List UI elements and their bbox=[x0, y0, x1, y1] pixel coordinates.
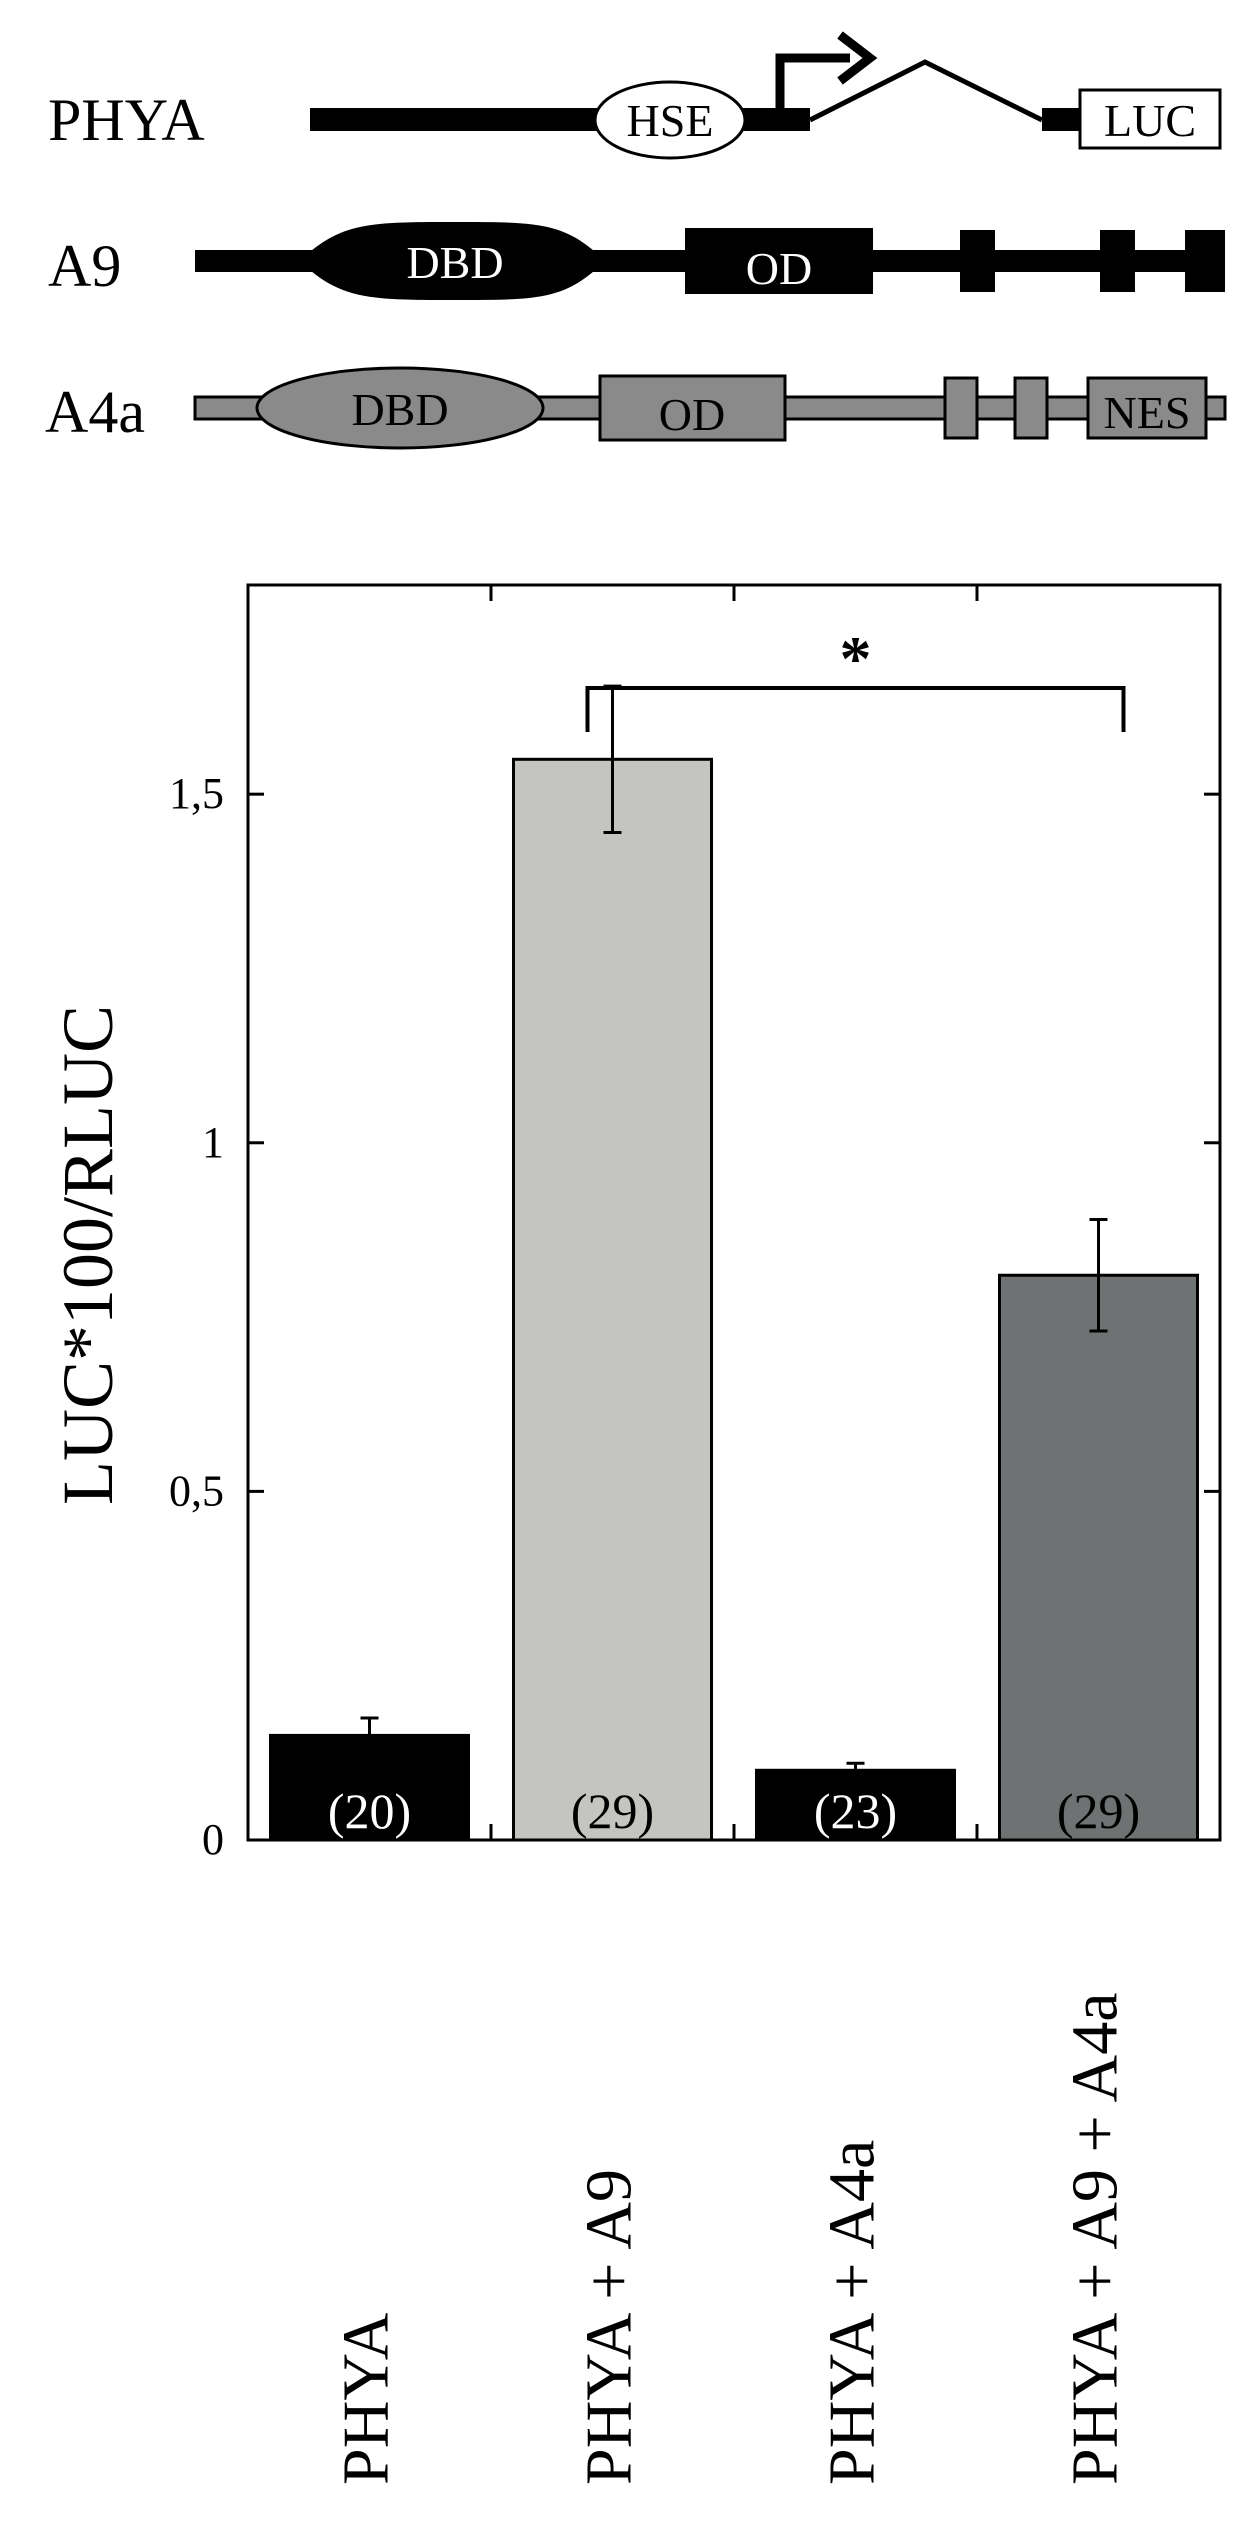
luc-leader bbox=[1042, 108, 1080, 131]
y-axis-label: LUC*100/RLUC bbox=[48, 1005, 128, 1505]
bar-3 bbox=[755, 1768, 956, 1842]
a9-construct: A9 DBD OD bbox=[48, 222, 1225, 300]
chart-category-labels: PHYA PHYA + A9 PHYA + A4a PHYA + A9 + A4a bbox=[330, 1992, 1132, 2485]
a4a-motif-2 bbox=[1013, 376, 1049, 440]
a4a-motif-1 bbox=[943, 376, 979, 440]
luc-label: LUC bbox=[1104, 95, 1196, 146]
phya-construct: PHYA HSE LUC bbox=[48, 31, 1222, 160]
a9-motif-2 bbox=[1100, 230, 1135, 292]
y-tick-label: 0 bbox=[202, 1815, 224, 1864]
a4a-construct-label: A4a bbox=[45, 379, 145, 445]
a9-od-label: OD bbox=[746, 243, 812, 294]
a4a-nes-domain bbox=[1086, 376, 1208, 440]
a4a-od-domain bbox=[598, 374, 787, 442]
bar-4 bbox=[998, 1273, 1199, 1842]
phya-construct-label: PHYA bbox=[48, 87, 205, 153]
chart-bars bbox=[269, 757, 1199, 1842]
a9-dbd-domain bbox=[300, 222, 605, 300]
category-label-4: PHYA + A9 + A4a bbox=[1059, 1992, 1132, 2485]
chart-axes: 0 0,5 1 1,5 bbox=[169, 583, 1222, 1864]
category-label-2: PHYA + A9 bbox=[573, 2169, 646, 2485]
luc-box bbox=[1078, 88, 1222, 150]
sample-size-label-1: (20) bbox=[328, 1783, 411, 1839]
chart-sample-size-labels: (20) (29) (23) (29) bbox=[328, 1783, 1140, 1839]
bar-2 bbox=[512, 757, 713, 1842]
significance-bracket: * bbox=[585, 623, 1126, 732]
significance-bracket-line bbox=[585, 686, 1126, 732]
a4a-dbd-label: DBD bbox=[351, 384, 448, 435]
hse-label: HSE bbox=[627, 95, 714, 146]
transcription-start-arrowhead bbox=[837, 31, 878, 85]
sample-size-label-4: (29) bbox=[1057, 1783, 1140, 1839]
category-label-1: PHYA bbox=[330, 2312, 403, 2485]
y-tick-label: 0,5 bbox=[169, 1466, 224, 1515]
significance-marker: * bbox=[840, 623, 872, 694]
a4a-construct: A4a DBD OD NES bbox=[45, 366, 1227, 450]
a9-dbd-label: DBD bbox=[406, 237, 503, 288]
y-tick-label: 1,5 bbox=[169, 769, 224, 818]
a9-construct-label: A9 bbox=[48, 233, 121, 299]
y-tick-label: 1 bbox=[202, 1118, 224, 1167]
a4a-dbd-domain bbox=[255, 366, 545, 450]
a4a-nes-label: NES bbox=[1104, 387, 1191, 438]
chart-error-bars bbox=[360, 684, 1108, 1779]
sample-size-label-3: (23) bbox=[814, 1783, 897, 1839]
hse-element bbox=[593, 80, 747, 160]
a9-motif-1 bbox=[960, 230, 995, 292]
a9-od-domain bbox=[685, 228, 873, 294]
a9-motif-3 bbox=[1185, 230, 1225, 292]
construct-schematic: PHYA HSE LUC A9 DBD OD A4a bbox=[45, 31, 1227, 450]
transcription-start-arrow bbox=[775, 53, 850, 108]
bar-chart: LUC*100/RLUC 0 0,5 1 1,5 (20) (29) (23) (29) *… bbox=[48, 583, 1222, 2485]
a4a-od-label: OD bbox=[659, 389, 725, 440]
category-label-3: PHYA + A4a bbox=[816, 2140, 889, 2485]
intron-line bbox=[808, 59, 1044, 123]
sample-size-label-2: (29) bbox=[571, 1783, 654, 1839]
